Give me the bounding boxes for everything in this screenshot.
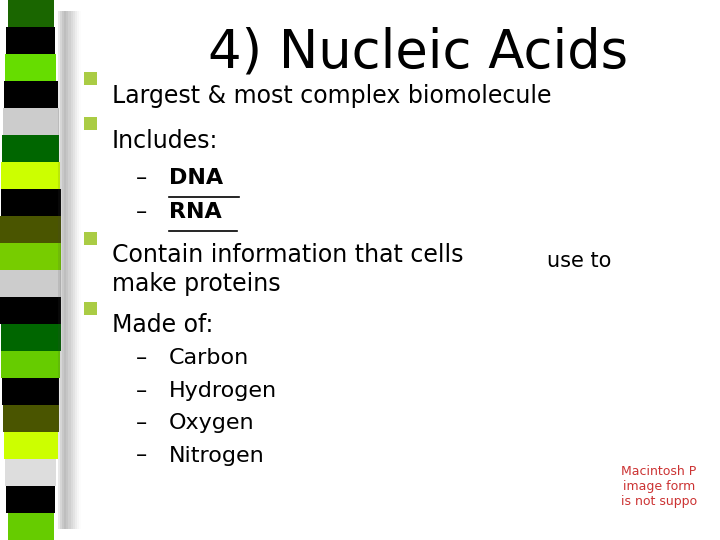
Bar (66, 11, 75, 529)
Text: Contain information that cells
make proteins: Contain information that cells make prot… (112, 243, 463, 296)
Bar (1, 135, 60, 162)
Bar (1, 351, 60, 378)
Bar (64, 11, 73, 529)
Text: Made of:: Made of: (112, 313, 213, 337)
Bar (84, 302, 97, 315)
Text: –: – (136, 202, 148, 222)
Bar (8, 513, 53, 540)
Text: use to: use to (547, 251, 611, 271)
Bar (4, 432, 58, 459)
Bar (6, 486, 55, 513)
Bar (0, 243, 61, 270)
Text: –: – (136, 413, 148, 433)
Text: DNA: DNA (169, 168, 223, 188)
Bar (60, 11, 68, 529)
Bar (3, 108, 58, 135)
Bar (84, 232, 97, 245)
Bar (4, 81, 58, 108)
Text: Includes:: Includes: (112, 129, 218, 152)
Text: –: – (136, 348, 148, 368)
Bar (62, 11, 71, 529)
Text: –: – (136, 381, 148, 401)
Bar (8, 0, 53, 27)
Bar (1, 324, 60, 351)
Bar (1, 189, 60, 216)
Bar (84, 72, 97, 85)
Bar (0, 297, 61, 324)
Text: Nitrogen: Nitrogen (169, 446, 265, 465)
Bar (5, 459, 56, 486)
Text: Carbon: Carbon (169, 348, 249, 368)
Bar (73, 11, 81, 529)
Bar (6, 27, 55, 54)
Bar (0, 216, 61, 243)
Text: Macintosh P
image form
is not suppo: Macintosh P image form is not suppo (621, 464, 697, 508)
Bar (1, 378, 60, 405)
Text: 4) Nucleic Acids: 4) Nucleic Acids (207, 27, 628, 79)
Bar (71, 11, 79, 529)
Bar (0, 270, 61, 297)
Text: Oxygen: Oxygen (169, 413, 255, 433)
Text: –: – (136, 168, 148, 188)
Text: Hydrogen: Hydrogen (169, 381, 277, 401)
Text: –: – (136, 446, 148, 465)
Text: RNA: RNA (169, 202, 222, 222)
Bar (58, 11, 66, 529)
Bar (84, 117, 97, 130)
Bar (5, 54, 56, 81)
Bar (68, 11, 77, 529)
Bar (1, 162, 60, 189)
Text: Largest & most complex biomolecule: Largest & most complex biomolecule (112, 84, 551, 107)
Bar (3, 405, 58, 432)
